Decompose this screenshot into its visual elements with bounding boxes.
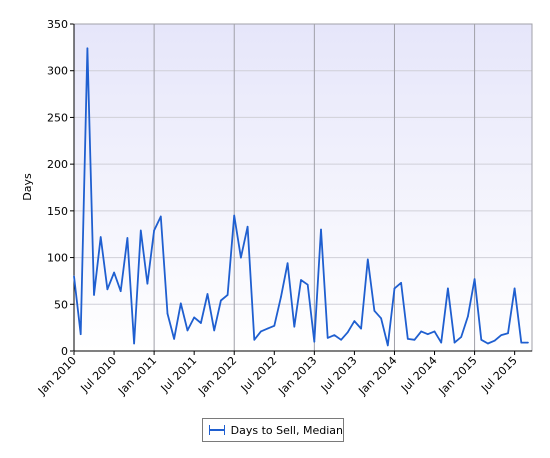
- data-point: [166, 312, 169, 315]
- legend-swatch: [209, 425, 225, 435]
- data-point: [453, 341, 456, 344]
- data-point: [139, 229, 142, 232]
- data-point: [293, 325, 296, 328]
- data-point: [266, 327, 269, 330]
- data-point: [280, 296, 282, 298]
- y-tick-label: 50: [54, 298, 68, 311]
- data-point: [93, 294, 95, 296]
- x-tick-label: Jul 2014: [398, 354, 440, 396]
- data-point: [400, 281, 402, 284]
- data-point: [233, 214, 236, 217]
- data-point: [507, 332, 509, 335]
- x-tick-label: Jan 2014: [355, 354, 399, 398]
- data-point: [286, 262, 289, 264]
- data-point: [360, 327, 362, 330]
- data-point: [460, 336, 463, 338]
- y-tick-label: 300: [47, 65, 68, 78]
- data-point: [306, 283, 309, 286]
- data-point: [373, 310, 376, 312]
- legend-label: Days to Sell, Median: [230, 423, 343, 437]
- data-point: [119, 290, 122, 293]
- x-tick-label: Jul 2011: [158, 354, 200, 396]
- data-point: [253, 338, 256, 341]
- data-point: [260, 330, 262, 333]
- data-point: [73, 275, 75, 278]
- data-point: [366, 258, 369, 261]
- data-point: [407, 338, 409, 340]
- x-tick-label: Jul 2012: [238, 354, 280, 396]
- plot-background: [74, 24, 532, 351]
- data-point: [180, 302, 182, 305]
- legend: Days to Sell, Median: [202, 418, 344, 442]
- data-point: [300, 279, 302, 281]
- data-point: [113, 271, 115, 274]
- data-point: [487, 342, 489, 345]
- x-tick-label: Jan 2013: [275, 354, 319, 398]
- data-point: [393, 287, 396, 290]
- data-point: [473, 278, 476, 280]
- data-point: [186, 329, 189, 332]
- data-point: [320, 228, 322, 231]
- data-point: [200, 322, 202, 324]
- y-tick-label: 250: [47, 111, 68, 124]
- data-point: [173, 338, 175, 340]
- data-point: [126, 237, 129, 239]
- data-point: [493, 339, 496, 342]
- x-tick-label: Jul 2010: [78, 354, 120, 396]
- data-point: [520, 341, 523, 344]
- y-tick-label: 0: [61, 345, 68, 358]
- data-point: [273, 324, 276, 327]
- data-point: [340, 338, 342, 341]
- data-point: [220, 299, 222, 302]
- data-point: [226, 294, 229, 296]
- data-point: [420, 330, 422, 333]
- data-point: [99, 236, 102, 238]
- data-point: [413, 338, 416, 341]
- data-point: [353, 320, 356, 322]
- data-point: [386, 344, 389, 347]
- data-point: [433, 330, 436, 333]
- data-point: [527, 341, 529, 344]
- data-point: [440, 341, 443, 344]
- data-point: [447, 287, 449, 290]
- y-tick-label: 100: [47, 252, 68, 265]
- data-point: [240, 256, 242, 259]
- data-point: [467, 315, 469, 318]
- y-tick-label: 350: [47, 18, 68, 31]
- data-point: [206, 293, 209, 295]
- data-point: [159, 215, 162, 218]
- data-point: [333, 334, 336, 336]
- data-point: [86, 47, 89, 50]
- data-point: [326, 337, 329, 339]
- data-point: [313, 340, 316, 343]
- data-point: [513, 287, 516, 290]
- x-tick-label: Jan 2011: [115, 354, 159, 398]
- data-point: [246, 225, 249, 228]
- x-tick-label: Jan 2015: [436, 354, 480, 398]
- data-point: [427, 333, 429, 335]
- data-point: [79, 333, 82, 335]
- y-tick-label: 150: [47, 205, 68, 218]
- data-point: [346, 331, 349, 334]
- data-point: [380, 317, 382, 320]
- data-point: [133, 342, 135, 345]
- x-tick-label: Jan 2010: [35, 354, 79, 398]
- y-tick-label: 200: [47, 158, 68, 171]
- data-point: [153, 229, 155, 232]
- x-tick-label: Jul 2013: [318, 354, 360, 396]
- data-point: [500, 334, 503, 336]
- x-tick-label: Jul 2015: [478, 354, 520, 396]
- data-point: [106, 288, 109, 291]
- data-point: [193, 316, 195, 319]
- data-point: [213, 329, 216, 332]
- y-axis-title: Days: [21, 173, 34, 201]
- x-tick-label: Jan 2012: [195, 354, 239, 398]
- data-point: [480, 338, 483, 341]
- data-point: [146, 282, 149, 285]
